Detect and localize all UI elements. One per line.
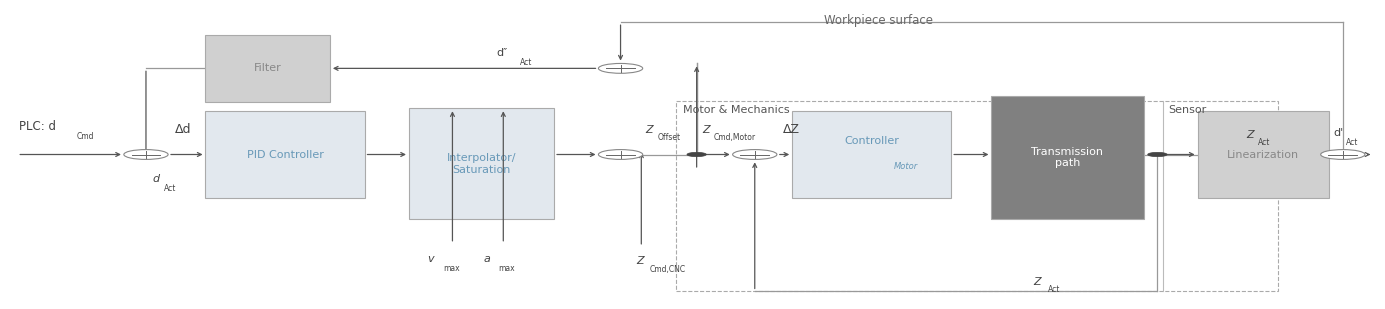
Circle shape [687, 152, 706, 157]
Text: Δd: Δd [175, 123, 191, 136]
Circle shape [598, 63, 643, 73]
Text: PID Controller: PID Controller [247, 150, 324, 159]
Text: Cmd,CNC: Cmd,CNC [650, 265, 686, 274]
Bar [1198, 112, 1330, 197]
Text: Motor: Motor [895, 162, 918, 171]
Text: v: v [428, 254, 434, 264]
Text: Motor & Mechanics: Motor & Mechanics [683, 105, 789, 115]
Text: d': d' [1334, 128, 1343, 138]
Text: Cmd,Motor: Cmd,Motor [713, 133, 755, 142]
Text: Act: Act [519, 58, 532, 67]
Text: Workpiece surface: Workpiece surface [824, 14, 933, 27]
Text: Act: Act [1259, 138, 1271, 147]
Circle shape [1148, 152, 1168, 157]
Text: d″: d″ [496, 48, 507, 58]
Circle shape [123, 150, 168, 159]
Text: Interpolator/
Saturation: Interpolator/ Saturation [447, 153, 517, 175]
Text: ΔZ: ΔZ [783, 123, 799, 136]
Text: Z: Z [1246, 129, 1253, 139]
Circle shape [733, 150, 777, 159]
Text: d: d [152, 174, 161, 184]
Bar [792, 112, 951, 197]
Text: Sensor: Sensor [1169, 105, 1206, 115]
Text: Z: Z [636, 256, 644, 266]
Text: PLC: d: PLC: d [18, 120, 55, 133]
Circle shape [1321, 150, 1366, 159]
Bar [676, 101, 1278, 291]
Bar [205, 35, 330, 102]
Text: Offset: Offset [658, 133, 681, 142]
Text: Transmission
path: Transmission path [1032, 147, 1104, 168]
Text: Act: Act [1048, 285, 1061, 294]
Text: Act: Act [163, 184, 176, 193]
Text: Controller: Controller [845, 136, 899, 146]
Text: Cmd: Cmd [76, 132, 94, 141]
Text: max: max [443, 264, 460, 273]
Bar [992, 96, 1144, 219]
Text: Z: Z [1033, 277, 1040, 287]
Text: Act: Act [1346, 138, 1357, 147]
Bar [409, 108, 554, 219]
Bar [205, 112, 364, 197]
Text: Linearization: Linearization [1227, 150, 1299, 159]
Text: Z: Z [645, 125, 654, 135]
Text: max: max [497, 264, 514, 273]
Circle shape [598, 150, 643, 159]
Text: a: a [483, 254, 490, 264]
Text: Z: Z [702, 125, 709, 135]
Text: Filter: Filter [253, 63, 281, 73]
